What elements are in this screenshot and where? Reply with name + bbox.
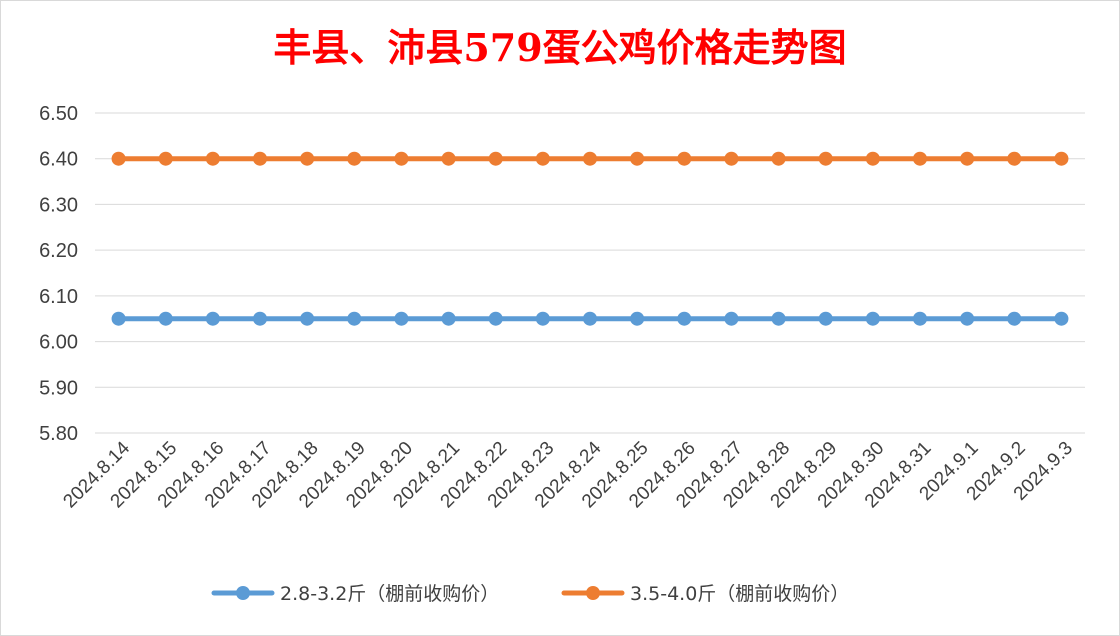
y-tick-label: 5.90 <box>39 377 78 399</box>
data-point <box>1054 151 1069 166</box>
data-point <box>630 311 645 326</box>
y-tick-label: 6.10 <box>39 286 78 308</box>
data-point <box>441 311 456 326</box>
legend-label: 3.5-4.0斤（棚前收购价） <box>630 583 849 605</box>
data-point <box>583 151 597 166</box>
data-point <box>865 151 880 166</box>
chart-title: 丰县、沛县579蛋公鸡价格走势图 <box>273 25 846 70</box>
data-point <box>1054 311 1069 326</box>
data-point <box>300 311 315 326</box>
data-point <box>111 151 126 166</box>
data-point <box>724 151 739 166</box>
data-point <box>300 151 315 166</box>
data-point <box>535 311 550 326</box>
y-tick-label: 6.30 <box>39 194 78 216</box>
data-point <box>253 151 267 166</box>
data-point <box>394 311 409 326</box>
data-point <box>488 311 503 326</box>
data-point <box>818 311 833 326</box>
y-axis: 5.80 5.90 6.00 6.10 6.20 6.30 6.40 6.50 <box>39 103 78 445</box>
data-point <box>111 311 126 326</box>
data-point <box>441 151 456 166</box>
data-point <box>771 311 786 326</box>
y-tick-label: 6.40 <box>39 149 78 171</box>
data-point <box>913 151 927 166</box>
data-point <box>677 151 692 166</box>
data-point <box>771 151 786 166</box>
data-point <box>630 151 645 166</box>
data-point <box>205 151 220 166</box>
legend-marker <box>586 586 600 600</box>
data-point <box>724 311 739 326</box>
data-point <box>960 151 975 166</box>
data-point <box>1007 151 1022 166</box>
data-point <box>158 151 173 166</box>
data-point <box>253 311 267 326</box>
data-point <box>347 311 362 326</box>
y-tick-label: 5.80 <box>39 423 78 445</box>
data-point <box>205 311 220 326</box>
y-tick-label: 6.00 <box>39 332 78 354</box>
legend-marker <box>236 586 250 600</box>
data-point <box>347 151 362 166</box>
data-point <box>1007 311 1022 326</box>
data-point <box>158 311 173 326</box>
data-point <box>865 311 880 326</box>
data-point <box>583 311 597 326</box>
data-point <box>818 151 833 166</box>
data-point <box>677 311 692 326</box>
y-tick-label: 6.20 <box>39 240 78 262</box>
legend: 2.8-3.2斤（棚前收购价） 3.5-4.0斤（棚前收购价） <box>211 583 849 605</box>
y-tick-label: 6.50 <box>39 103 78 125</box>
series-group <box>111 151 1069 326</box>
data-point <box>394 151 409 166</box>
x-axis: 2024.8.142024.8.152024.8.162024.8.172024… <box>59 437 1076 512</box>
data-point <box>535 151 550 166</box>
data-point <box>913 311 927 326</box>
data-point <box>488 151 503 166</box>
data-point <box>960 311 975 326</box>
legend-label: 2.8-3.2斤（棚前收购价） <box>280 583 499 605</box>
